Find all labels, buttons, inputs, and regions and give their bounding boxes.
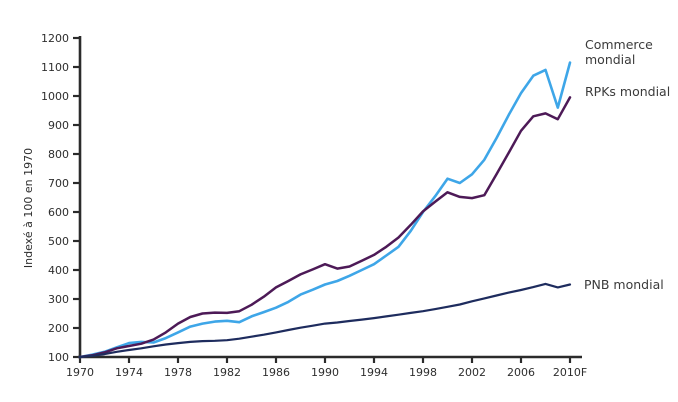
series-label-rpks-mondial: RPKs mondial [585, 84, 671, 99]
series-line-commerce-mondial [78, 61, 572, 359]
y-tick-label: 100 [48, 351, 69, 364]
y-tick-label: 1000 [41, 90, 69, 103]
series-label-commerce-line2: mondial [585, 52, 636, 67]
y-tick-label: 200 [48, 322, 69, 335]
y-tick-label: 300 [48, 293, 69, 306]
x-tick-label: 1994 [360, 366, 388, 379]
y-tick-label: 400 [48, 264, 69, 277]
series-label-commerce-line1: Commerce [585, 37, 653, 52]
x-tick-label: 1974 [115, 366, 143, 379]
y-tick-label: 900 [48, 119, 69, 132]
series-label-pnb-mondial: PNB mondial [584, 277, 664, 292]
series-line-pnb-mondial [78, 282, 572, 359]
y-tick-label: 700 [48, 177, 69, 190]
x-tick-label: 1982 [213, 366, 241, 379]
y-tick-label: 500 [48, 235, 69, 248]
x-tick-label: 2002 [458, 366, 486, 379]
x-tick-label: 1998 [409, 366, 437, 379]
x-tick-label: 1970 [66, 366, 94, 379]
x-tick-label: 2006 [507, 366, 535, 379]
y-tick-label: 800 [48, 148, 69, 161]
x-tick-label: 1990 [311, 366, 339, 379]
y-axis-title: Indexé à 100 en 1970 [22, 147, 35, 269]
y-tick-label: 1100 [41, 61, 69, 74]
x-tick-label: 2010F [553, 366, 587, 379]
y-tick-label: 600 [48, 206, 69, 219]
y-tick-label: 1200 [41, 32, 69, 45]
series-line-rpks-mondial [78, 96, 572, 359]
x-tick-label: 1986 [262, 366, 290, 379]
series-label-commerce-mondial: Commerce mondial [585, 37, 653, 67]
x-tick-label: 1978 [164, 366, 192, 379]
